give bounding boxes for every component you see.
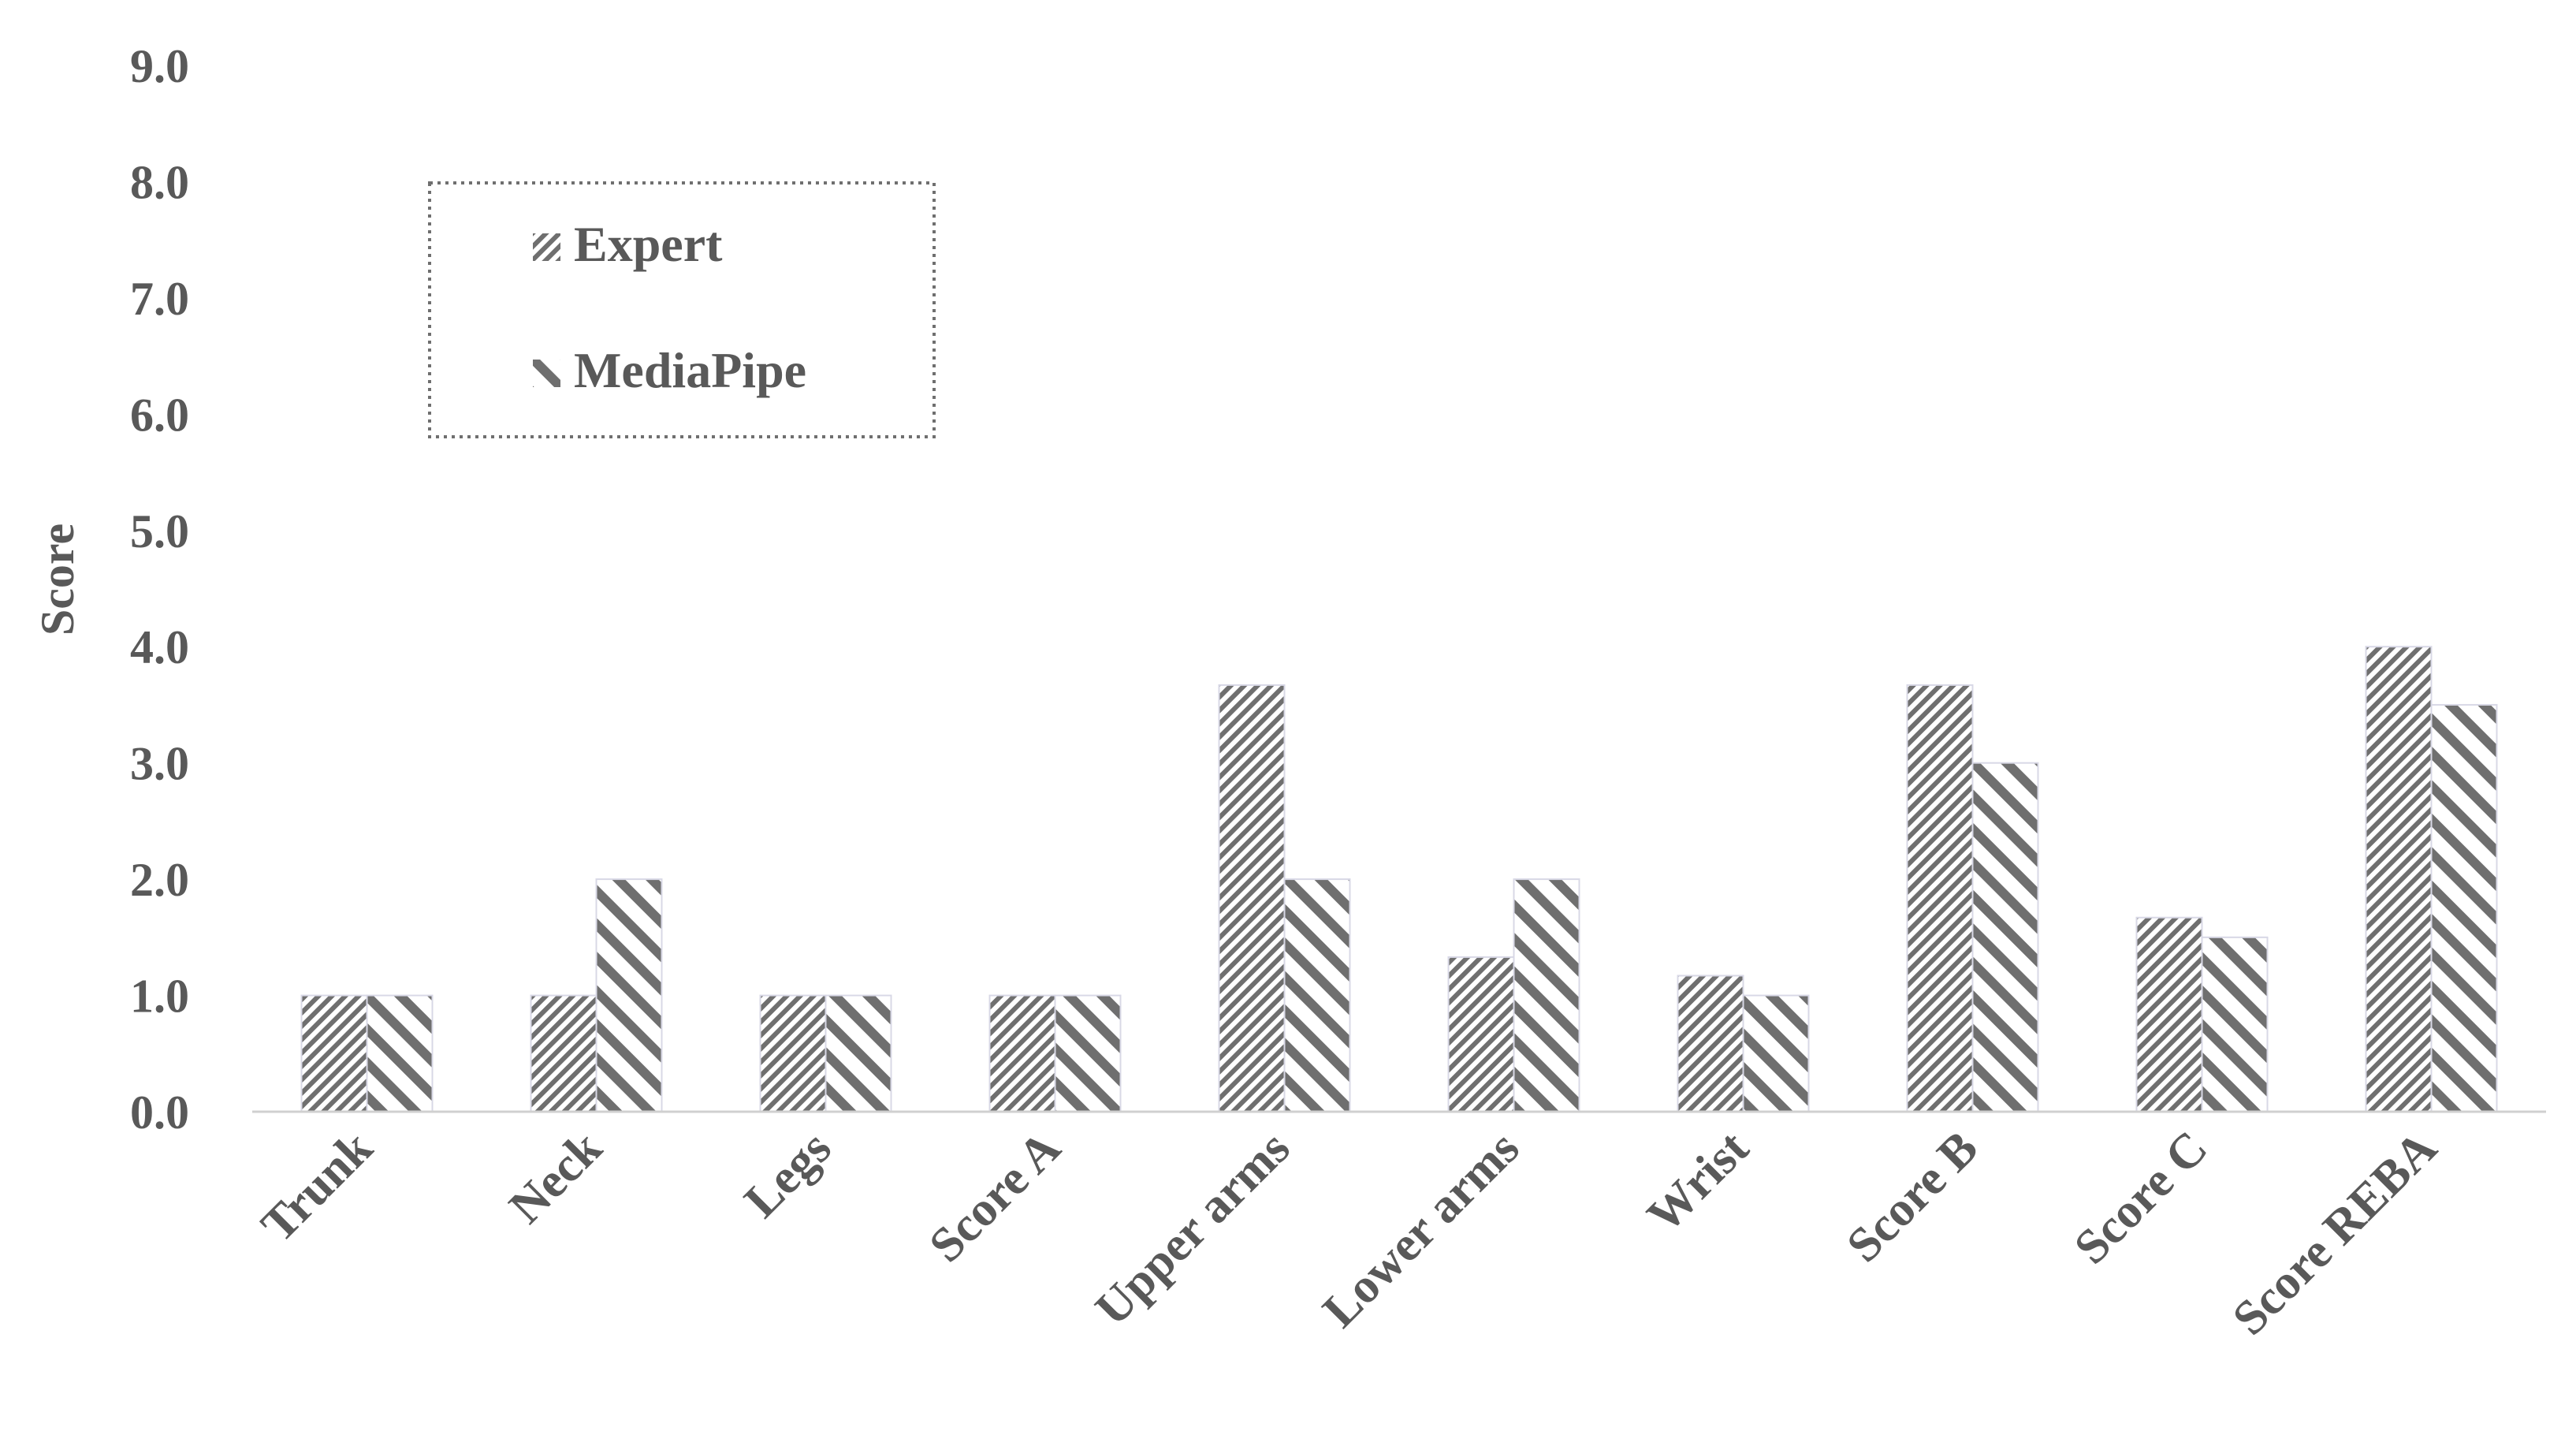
bar-expert-score-reba [2365,646,2433,1112]
y-tick-label: 2.0 [130,854,189,906]
y-tick-label: 3.0 [130,738,189,790]
y-tick-label: 5.0 [130,505,189,557]
legend-label-mediapipe: MediaPipe [574,342,806,398]
legend-swatch-expert [533,233,560,261]
bar-mediapipe-lower-arms [1513,878,1580,1112]
y-tick-label: 1.0 [130,971,189,1023]
bar-mediapipe-score-reba [2430,703,2498,1112]
bar-expert-trunk [300,994,368,1112]
legend-label-expert: Expert [574,216,723,272]
x-axis: Trunk Neck Legs Score A Upper arms Lower arms… [251,1110,2546,1346]
bar-mediapipe-trunk [366,994,434,1112]
x-tick-label: Wrist [1637,1121,1759,1243]
y-axis-title: Score [32,524,84,635]
x-tick-label: Neck [499,1120,612,1233]
y-axis: 0.0 1.0 2.0 3.0 4.0 5.0 6.0 7.0 8.0 9.0 [130,40,189,1139]
bar-expert-upper-arms [1218,684,1286,1112]
legend-box [428,181,936,438]
y-tick-label: 8.0 [130,156,189,208]
bar-expert-score-b [1906,684,1974,1112]
bar-expert-wrist [1677,975,1744,1112]
x-tick-label: Upper arms [1085,1121,1301,1336]
x-tick-label: Legs [735,1121,842,1228]
y-tick-label: 6.0 [130,389,189,441]
x-tick-label: Score C [2064,1121,2218,1275]
bar-expert-legs [759,994,827,1112]
x-tick-label: Score B [1837,1121,1988,1273]
y-tick-label: 0.0 [130,1086,189,1139]
legend: Expert MediaPipe [428,181,936,438]
bar-expert-score-a [988,994,1056,1112]
bars [300,646,2498,1113]
x-tick-label: Lower arms [1312,1121,1529,1338]
y-tick-label: 7.0 [130,273,189,325]
bar-mediapipe-upper-arms [1283,878,1351,1112]
bar-mediapipe-score-b [1971,762,2039,1113]
y-tick-label: 9.0 [130,40,189,92]
x-tick-label: Trunk [251,1120,383,1252]
bar-expert-lower-arms [1447,956,1515,1113]
bar-mediapipe-score-c [2201,936,2269,1113]
x-tick-label: Score A [919,1121,1070,1273]
legend-swatch-mediapipe [533,360,560,387]
bar-mediapipe-wrist [1742,994,1810,1112]
bar-expert-neck [530,994,597,1112]
bar-mediapipe-neck [595,878,663,1112]
bar-mediapipe-score-a [1054,994,1122,1112]
bar-mediapipe-legs [825,994,892,1112]
x-tick-label: Score REBA [2223,1121,2448,1346]
bar-expert-score-c [2135,916,2203,1113]
y-tick-label: 4.0 [130,621,189,673]
